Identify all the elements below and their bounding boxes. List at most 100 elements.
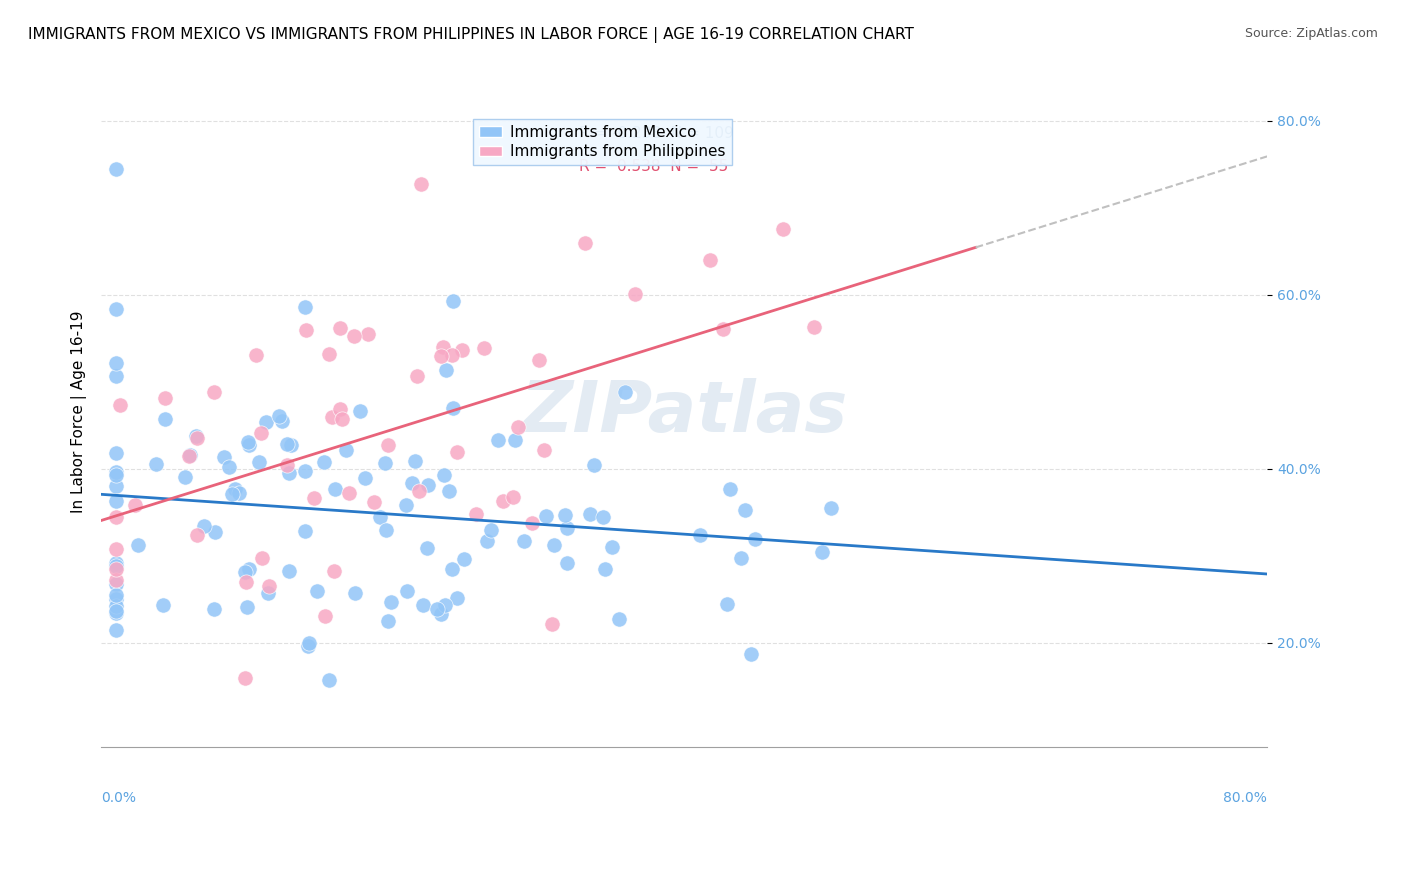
Immigrants from Mexico	[368, 510, 391, 524]
Immigrants from Mexico	[401, 475, 423, 490]
Immigrants from Philippines	[574, 235, 596, 250]
Immigrants from Mexico	[104, 446, 127, 460]
Immigrants from Mexico	[318, 673, 340, 687]
Immigrants from Philippines	[411, 177, 433, 191]
Immigrants from Mexico	[730, 550, 752, 565]
Immigrants from Mexico	[437, 483, 460, 498]
Text: R =  0.538  N =  55: R = 0.538 N = 55	[579, 159, 728, 174]
Immigrants from Mexico	[716, 597, 738, 611]
Immigrants from Philippines	[245, 348, 267, 362]
Immigrants from Mexico	[440, 562, 463, 576]
Immigrants from Philippines	[257, 579, 280, 593]
Immigrants from Philippines	[318, 347, 340, 361]
Immigrants from Mexico	[412, 598, 434, 612]
Immigrants from Philippines	[276, 458, 298, 472]
Legend: Immigrants from Mexico, Immigrants from Philippines: Immigrants from Mexico, Immigrants from …	[474, 119, 731, 165]
Immigrants from Mexico	[453, 552, 475, 566]
Immigrants from Philippines	[465, 508, 488, 522]
Immigrants from Mexico	[441, 294, 464, 309]
Immigrants from Mexico	[278, 467, 301, 481]
Immigrants from Philippines	[110, 398, 132, 412]
Immigrants from Mexico	[740, 647, 762, 661]
Immigrants from Mexico	[212, 450, 235, 464]
Immigrants from Philippines	[235, 575, 257, 590]
Immigrants from Philippines	[408, 484, 430, 499]
Immigrants from Philippines	[202, 385, 225, 400]
Immigrants from Mexico	[353, 471, 375, 485]
Immigrants from Mexico	[104, 558, 127, 573]
Immigrants from Mexico	[128, 537, 150, 551]
Immigrants from Philippines	[357, 327, 380, 342]
Immigrants from Mexico	[434, 363, 457, 377]
Immigrants from Philippines	[104, 562, 127, 576]
Immigrants from Mexico	[236, 434, 259, 449]
Immigrants from Mexico	[104, 577, 127, 591]
Immigrants from Mexico	[395, 584, 418, 599]
Text: Source: ZipAtlas.com: Source: ZipAtlas.com	[1244, 27, 1378, 40]
Immigrants from Philippines	[186, 431, 208, 445]
Immigrants from Philippines	[472, 341, 495, 355]
Immigrants from Mexico	[104, 588, 127, 602]
Text: IMMIGRANTS FROM MEXICO VS IMMIGRANTS FROM PHILIPPINES IN LABOR FORCE | AGE 16-19: IMMIGRANTS FROM MEXICO VS IMMIGRANTS FRO…	[28, 27, 914, 43]
Immigrants from Mexico	[377, 614, 399, 628]
Immigrants from Philippines	[772, 222, 794, 236]
Immigrants from Philippines	[186, 528, 208, 542]
Immigrants from Mexico	[104, 599, 127, 613]
Immigrants from Mexico	[555, 556, 578, 570]
Immigrants from Mexico	[395, 498, 418, 512]
Immigrants from Philippines	[343, 329, 366, 343]
Immigrants from Philippines	[124, 498, 146, 512]
Immigrants from Philippines	[711, 322, 734, 336]
Immigrants from Mexico	[104, 467, 127, 482]
Immigrants from Mexico	[179, 448, 201, 462]
Immigrants from Mexico	[104, 302, 127, 317]
Immigrants from Philippines	[502, 490, 524, 504]
Immigrants from Philippines	[377, 438, 399, 452]
Immigrants from Mexico	[404, 454, 426, 468]
Immigrants from Mexico	[349, 403, 371, 417]
Immigrants from Philippines	[250, 551, 273, 566]
Immigrants from Philippines	[329, 402, 352, 417]
Immigrants from Mexico	[441, 401, 464, 416]
Immigrants from Mexico	[579, 507, 602, 521]
Immigrants from Mexico	[374, 456, 396, 470]
Immigrants from Mexico	[734, 503, 756, 517]
Immigrants from Philippines	[177, 449, 200, 463]
Immigrants from Philippines	[432, 340, 454, 354]
Immigrants from Mexico	[375, 523, 398, 537]
Immigrants from Mexico	[153, 412, 176, 426]
Immigrants from Mexico	[247, 455, 270, 469]
Immigrants from Philippines	[153, 391, 176, 405]
Immigrants from Mexico	[554, 508, 576, 522]
Immigrants from Mexico	[202, 602, 225, 616]
Immigrants from Philippines	[624, 287, 647, 301]
Immigrants from Mexico	[433, 598, 456, 612]
Immigrants from Mexico	[104, 356, 127, 370]
Immigrants from Philippines	[321, 409, 343, 424]
Immigrants from Philippines	[363, 495, 385, 509]
Immigrants from Mexico	[104, 368, 127, 383]
Immigrants from Mexico	[503, 433, 526, 447]
Immigrants from Mexico	[479, 524, 502, 538]
Immigrants from Mexico	[323, 482, 346, 496]
Immigrants from Mexico	[228, 486, 250, 500]
Immigrants from Mexico	[307, 584, 329, 599]
Immigrants from Mexico	[592, 510, 614, 524]
Immigrants from Mexico	[536, 509, 558, 524]
Immigrants from Philippines	[330, 412, 353, 426]
Immigrants from Mexico	[257, 586, 280, 600]
Immigrants from Mexico	[280, 438, 302, 452]
Immigrants from Mexico	[312, 455, 335, 469]
Immigrants from Mexico	[294, 300, 316, 314]
Immigrants from Philippines	[104, 573, 127, 587]
Y-axis label: In Labor Force | Age 16-19: In Labor Force | Age 16-19	[72, 311, 87, 514]
Immigrants from Mexico	[614, 385, 637, 400]
Immigrants from Philippines	[803, 320, 825, 334]
Immigrants from Mexico	[104, 479, 127, 493]
Immigrants from Philippines	[314, 609, 336, 624]
Immigrants from Mexico	[271, 414, 294, 428]
Immigrants from Mexico	[233, 565, 256, 579]
Immigrants from Philippines	[323, 564, 346, 578]
Immigrants from Philippines	[295, 323, 318, 337]
Immigrants from Philippines	[429, 350, 451, 364]
